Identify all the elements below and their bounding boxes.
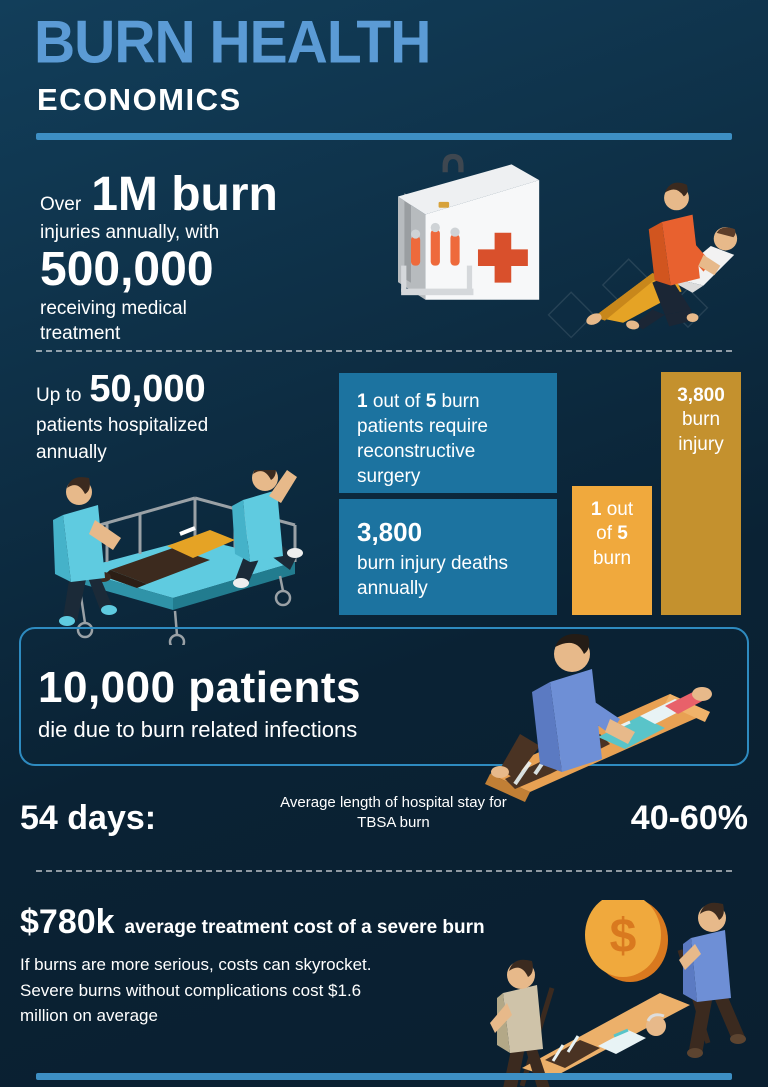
svg-text:$: $	[610, 910, 637, 963]
